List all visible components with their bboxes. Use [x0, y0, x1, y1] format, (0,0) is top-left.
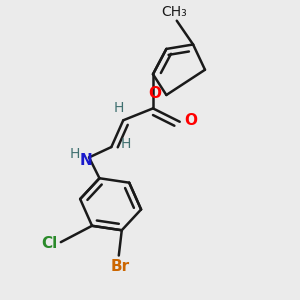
- Text: O: O: [184, 113, 197, 128]
- Text: CH₃: CH₃: [161, 5, 187, 19]
- Text: O: O: [148, 86, 162, 101]
- Text: N: N: [80, 153, 92, 168]
- Text: H: H: [121, 137, 131, 151]
- Text: Cl: Cl: [41, 236, 58, 251]
- Text: H: H: [114, 101, 124, 115]
- Text: Br: Br: [111, 259, 130, 274]
- Text: H: H: [70, 148, 80, 161]
